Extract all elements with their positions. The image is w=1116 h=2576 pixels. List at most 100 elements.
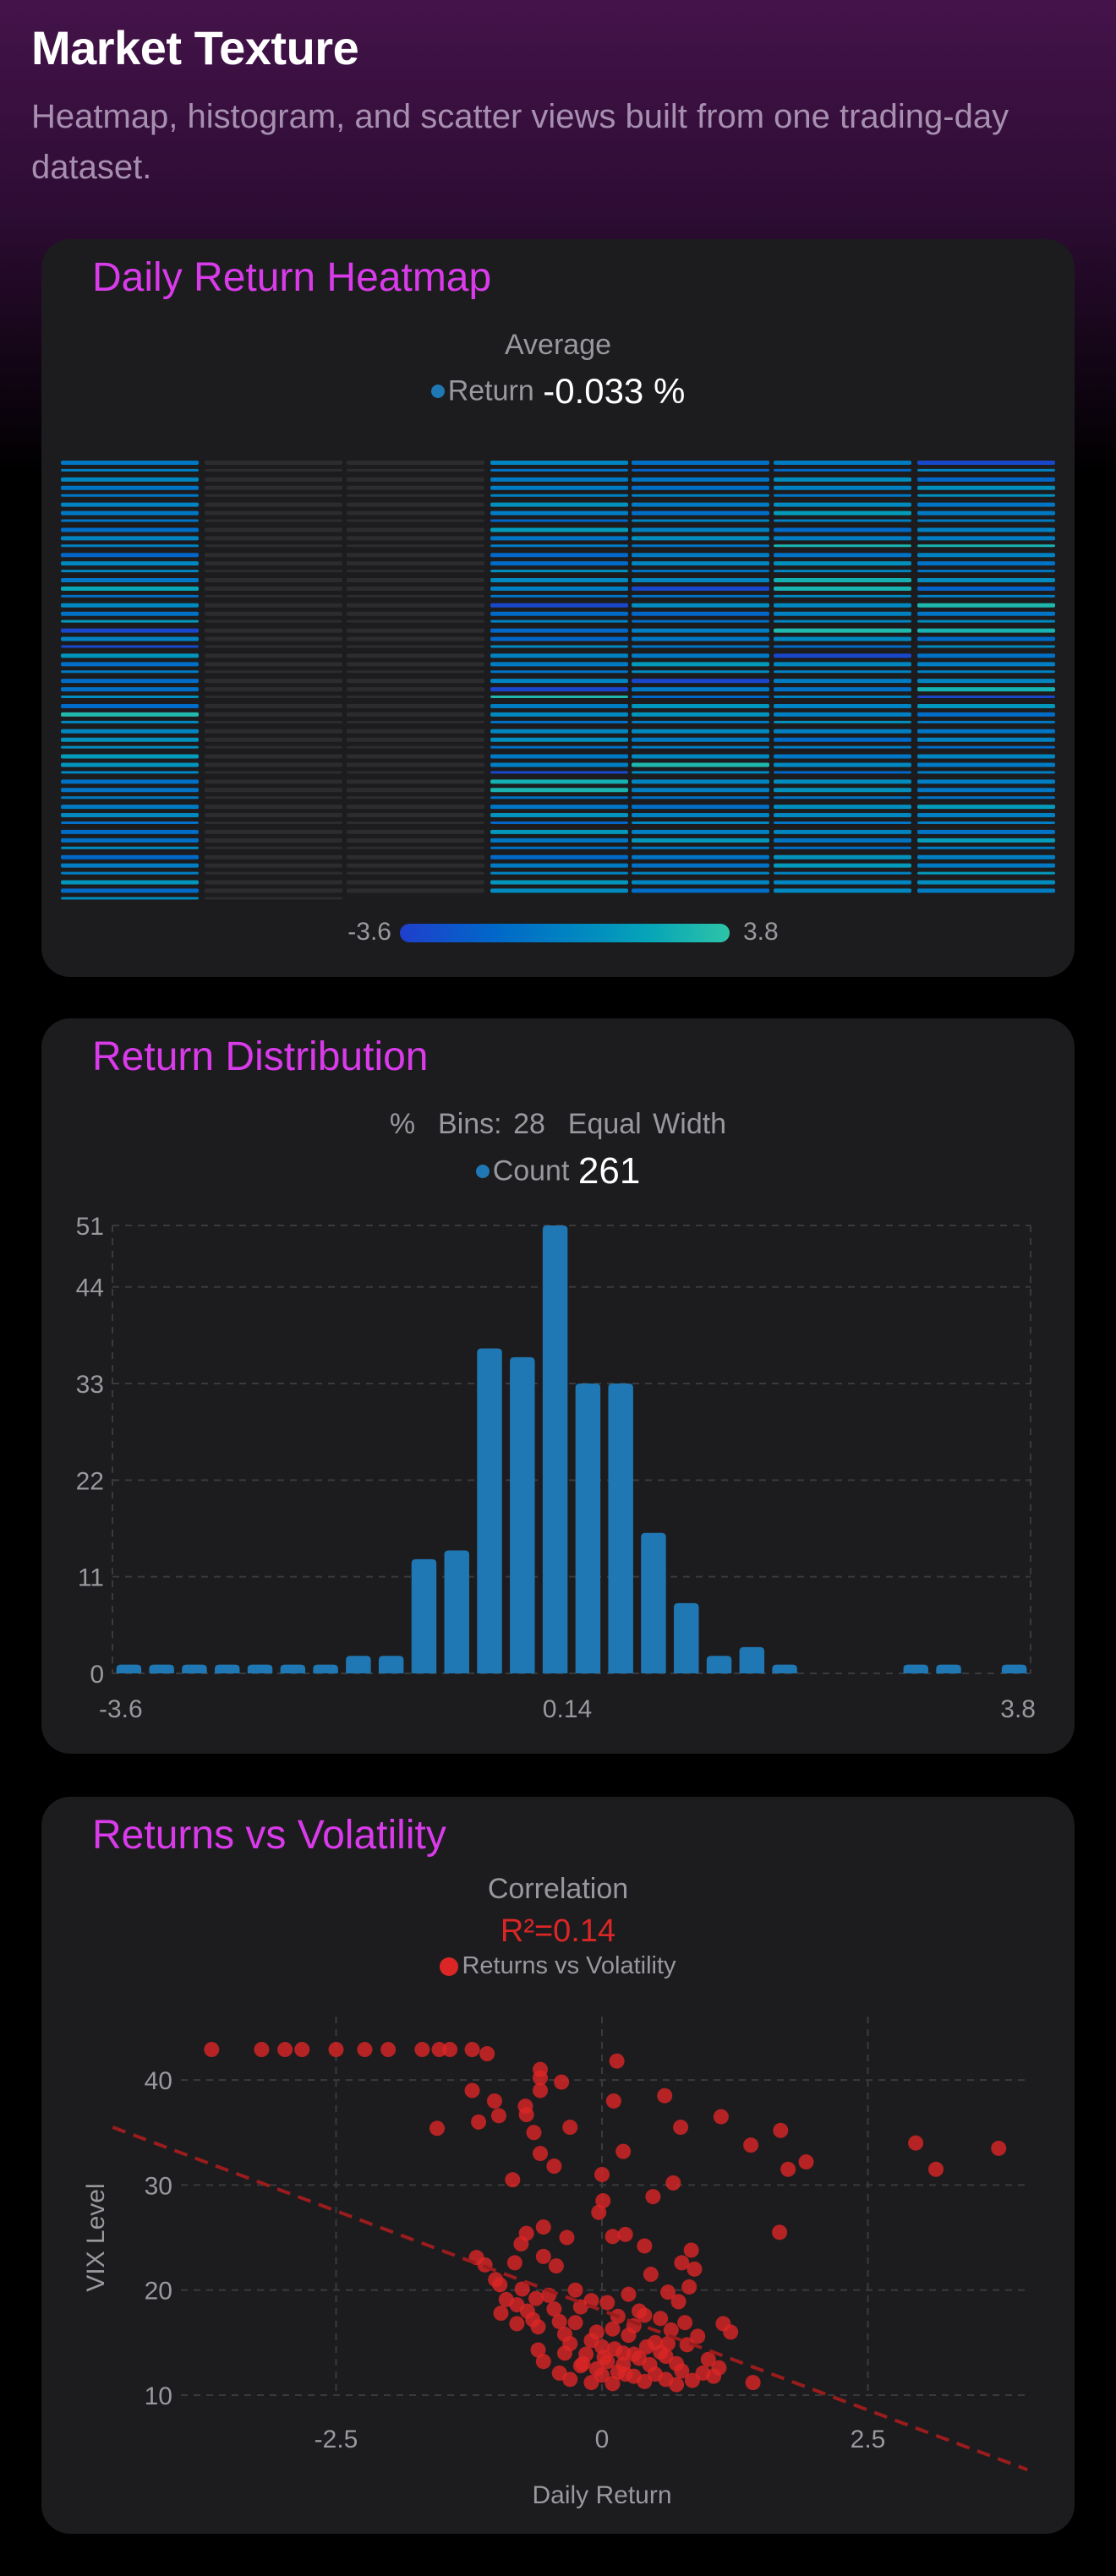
- heatmap-cell: [347, 477, 484, 482]
- heatmap-cell: [205, 737, 342, 742]
- heatmap-cell: [632, 829, 769, 834]
- svg-text:10: 10: [145, 2382, 172, 2410]
- heatmap-cell: [490, 880, 628, 885]
- heatmap-cell: [490, 636, 628, 641]
- histogram-chart: 0 11 22 33 44 51 -3.6 0.14 3.8: [76, 1213, 1036, 1723]
- scatter-point: [431, 2042, 447, 2058]
- heatmap-cell: [774, 636, 911, 641]
- scatter-point: [665, 2175, 681, 2191]
- heatmap-cell: [61, 737, 199, 742]
- heatmap-cell: [61, 813, 199, 818]
- scatter-point: [773, 2122, 789, 2138]
- heatmap-cell: [61, 628, 199, 633]
- heatmap-cell: [61, 468, 199, 472]
- heatmap-cell: [917, 779, 1055, 784]
- scatter-point: [414, 2042, 430, 2058]
- heatmap-cell: [917, 553, 1055, 558]
- scatter-point: [674, 2255, 690, 2271]
- heatmap-cell: [774, 519, 911, 522]
- scatter-point: [505, 2172, 521, 2188]
- heatmap-cell: [774, 619, 911, 623]
- scatter-point: [380, 2042, 397, 2058]
- heatmap-cell: [490, 854, 628, 860]
- heatmap-cell: [490, 561, 628, 566]
- heatmap-cell: [774, 729, 911, 734]
- page-title: Market Texture: [31, 21, 359, 74]
- svg-text:33: 33: [76, 1371, 104, 1399]
- heatmap-cell: [61, 720, 199, 723]
- heatmap-cell: [61, 662, 199, 667]
- histogram-bar: [378, 1656, 404, 1673]
- heatmap-cell: [774, 737, 911, 742]
- heatmap-cell: [61, 679, 199, 684]
- scatter-point: [645, 2189, 661, 2205]
- scatter-point: [535, 2248, 551, 2264]
- heatmap-cell: [205, 611, 342, 616]
- scatter-point: [533, 2082, 549, 2098]
- heatmap-cell: [774, 494, 911, 497]
- heatmap-cell: [61, 645, 199, 648]
- scatter-point: [723, 2324, 739, 2340]
- heatmap-cell: [774, 502, 911, 507]
- heatmap-cell: [632, 762, 769, 767]
- scatter-point: [658, 2349, 674, 2365]
- heatmap-cell: [61, 536, 199, 541]
- heatmap-cell: [61, 880, 199, 885]
- heatmap-cell: [61, 461, 199, 465]
- heatmap-cell: [917, 821, 1055, 824]
- heatmap-cell: [490, 703, 628, 708]
- scatter-point: [559, 2229, 575, 2246]
- heatmap-cell: [347, 461, 484, 465]
- heatmap-cell: [490, 821, 628, 824]
- heatmap-cell: [917, 871, 1055, 875]
- heatmap-cell: [490, 871, 628, 875]
- heatmap-cell: [347, 754, 484, 759]
- heatmap-cell: [490, 494, 628, 497]
- heatmap-cell: [61, 586, 199, 591]
- heatmap-cell: [205, 762, 342, 767]
- heatmap-cell: [61, 527, 199, 532]
- heatmap-cell: [490, 477, 628, 482]
- heatmap-cell: [917, 771, 1055, 774]
- scatter-point: [617, 2366, 633, 2382]
- svg-text:VIX Level: VIX Level: [82, 2183, 110, 2291]
- heatmap-cell: [347, 703, 484, 708]
- heatmap-cell: [347, 796, 484, 800]
- histogram-card: Return Distribution % Bins: 28 Equal Wid…: [41, 1018, 1075, 1754]
- heatmap-cell: [632, 821, 769, 824]
- heatmap-cell: [61, 788, 199, 793]
- heatmap-cell: [632, 527, 769, 532]
- histogram-bar: [247, 1664, 273, 1673]
- heatmap-cell: [917, 788, 1055, 793]
- heatmap-cell: [774, 578, 911, 583]
- heatmap-cell: [632, 771, 769, 774]
- scatter-point: [681, 2279, 698, 2295]
- heatmap-cell: [347, 888, 484, 893]
- heatmap-cell: [632, 679, 769, 684]
- scatter-point: [591, 2204, 607, 2220]
- heatmap-cell: [205, 485, 342, 490]
- legend-dot-icon: [475, 1165, 490, 1178]
- heatmap-cell: [774, 553, 911, 558]
- heatmap-cell: [917, 888, 1055, 893]
- heatmap-cell: [774, 544, 911, 548]
- heatmap-cell: [61, 696, 199, 699]
- scatter-point: [647, 2366, 663, 2382]
- heatmap-cell: [347, 737, 484, 742]
- heatmap-cell: [347, 745, 484, 749]
- heatmap-cell: [632, 813, 769, 818]
- heatmap-cell: [917, 863, 1055, 868]
- heatmap-cell: [632, 586, 769, 591]
- heatmap-cell: [205, 745, 342, 749]
- heatmap-cell: [205, 519, 342, 522]
- heatmap-cell: [774, 586, 911, 591]
- heatmap-cell: [632, 696, 769, 699]
- heatmap-cell: [347, 813, 484, 818]
- scatter-point: [513, 2236, 529, 2252]
- scatter-point: [556, 2345, 572, 2361]
- scatter-point: [670, 2294, 687, 2310]
- heatmap-cell: [205, 729, 342, 734]
- scatter-point: [695, 2365, 711, 2381]
- heatmap-cell: [205, 880, 342, 885]
- scatter-point: [683, 2242, 699, 2258]
